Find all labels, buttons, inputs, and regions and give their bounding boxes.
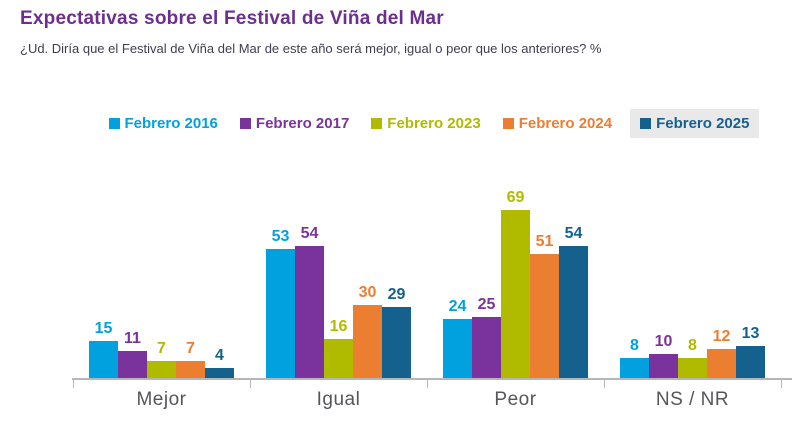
bar-column: 69 [501,190,530,378]
bar-value-label: 8 [688,337,697,354]
bar [620,358,649,378]
legend-label: Febrero 2025 [656,115,750,132]
legend-swatch-icon [108,118,120,129]
bar-column: 29 [382,287,411,378]
bar [176,361,205,378]
legend-item-4: Febrero 2025 [630,109,760,138]
bar-column: 30 [353,285,382,378]
bar [559,246,588,378]
bar-column: 13 [736,326,765,378]
bar-column: 12 [707,329,736,378]
bar-value-label: 53 [271,228,290,245]
bar-group-1: 53 54 16 30 29 [250,226,427,378]
bar-group-0: 15 11 7 7 4 [73,321,250,378]
legend-item-1: Febrero 2017 [236,109,353,138]
bar [736,346,765,378]
bar [530,254,559,378]
bar-value-label: 16 [329,318,348,335]
bar-column: 4 [205,348,234,378]
bar-value-label: 13 [741,325,760,342]
bar [501,210,530,378]
bar-column: 51 [530,234,559,378]
x-axis-tick [604,379,605,388]
legend-item-3: Febrero 2024 [499,109,616,138]
bar-value-label: 7 [157,340,166,357]
bar-value-label: 4 [215,347,224,364]
bar [295,246,324,378]
bar-value-label: 24 [448,298,467,315]
bar [324,339,353,378]
bar [472,317,501,378]
bar-group-2: 24 25 69 51 54 [427,190,604,378]
bar-column: 10 [649,334,678,378]
bar [649,354,678,378]
legend-swatch-icon [640,118,652,129]
bar-column: 7 [176,341,205,378]
bar [205,368,234,378]
bar-value-label: 15 [94,320,113,337]
legend-item-2: Febrero 2023 [367,109,484,138]
bar-value-label: 10 [654,333,673,350]
bar [266,249,295,378]
bar-value-label: 11 [124,330,141,347]
x-axis-tick [73,379,74,388]
bar-value-label: 51 [535,233,554,250]
bar-value-label: 12 [712,328,731,345]
bar-value-label: 29 [387,286,406,303]
bar [678,358,707,378]
legend-label: Febrero 2024 [518,115,613,132]
bar-value-label: 54 [564,225,583,242]
legend-label: Febrero 2017 [255,115,350,132]
bar-column: 54 [559,226,588,378]
bar [89,341,118,378]
bar-value-label: 30 [358,284,377,301]
legend-swatch-icon [371,118,383,129]
bar-value-label: 69 [506,189,525,206]
bar-column: 25 [472,297,501,378]
bar [147,361,176,378]
bar-value-label: 8 [630,337,639,354]
survey-question-subtitle: ¿Ud. Diría que el Festival de Viña del M… [20,41,602,56]
category-label: NS / NR [655,389,730,410]
bar-value-label: 54 [300,225,319,242]
bar-column: 15 [89,321,118,378]
bar-column: 11 [118,331,147,378]
category-label: Peor [494,389,537,410]
category-label: Mejor [136,389,187,410]
bar-group-3: 8 10 8 12 13 [604,326,781,378]
x-axis-tick [427,379,428,388]
legend-swatch-icon [239,118,251,129]
bar-column: 16 [324,319,353,378]
bar-value-label: 25 [477,296,496,313]
chart-legend: Febrero 2016 Febrero 2017 Febrero 2023 Febr… [73,109,791,138]
x-axis-tick [781,379,782,388]
bar [382,307,411,378]
legend-swatch-icon [502,118,514,129]
bar [707,349,736,378]
bar-column: 24 [443,299,472,378]
bar [353,305,382,378]
legend-item-0: Febrero 2016 [105,109,222,138]
page-title: Expectativas sobre el Festival de Viña d… [20,8,444,29]
bar [118,351,147,378]
bar [443,319,472,378]
x-axis-tick [250,379,251,388]
bar-column: 8 [620,338,649,378]
bar-value-label: 7 [186,340,195,357]
category-label: Igual [316,389,361,410]
bar-column: 8 [678,338,707,378]
bar-column: 7 [147,341,176,378]
bar-column: 54 [295,226,324,378]
legend-label: Febrero 2023 [387,115,481,132]
bar-column: 53 [266,229,295,378]
x-axis-line [72,378,792,380]
legend-label: Febrero 2016 [124,115,218,132]
